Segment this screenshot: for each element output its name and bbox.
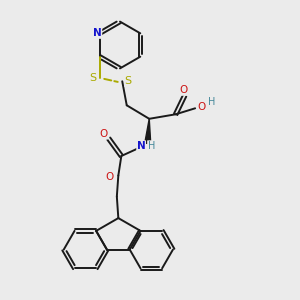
Text: N: N: [93, 28, 102, 38]
Text: N: N: [137, 141, 146, 151]
Text: S: S: [90, 73, 97, 83]
Text: O: O: [99, 129, 107, 139]
Text: H: H: [148, 141, 155, 151]
Text: O: O: [198, 102, 206, 112]
Text: S: S: [125, 76, 132, 86]
Text: O: O: [179, 85, 187, 95]
Text: O: O: [106, 172, 114, 182]
Text: H: H: [208, 97, 215, 107]
Polygon shape: [145, 119, 151, 144]
